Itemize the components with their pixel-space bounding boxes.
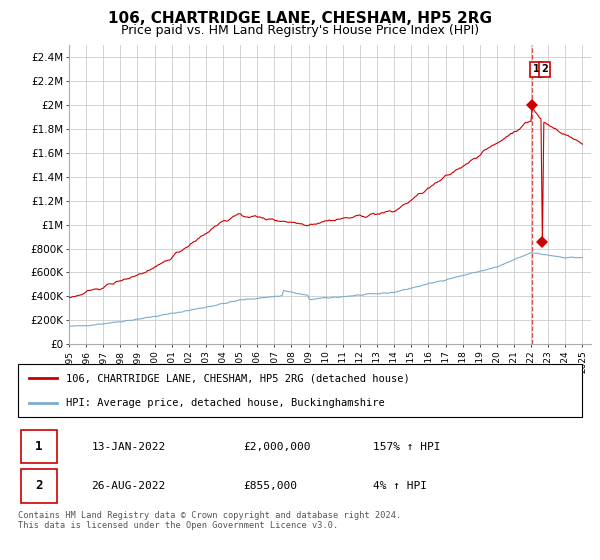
Text: £855,000: £855,000 xyxy=(244,481,298,491)
Text: 26-AUG-2022: 26-AUG-2022 xyxy=(91,481,166,491)
Text: 1: 1 xyxy=(533,64,539,74)
Bar xyxy=(21,469,58,503)
Bar xyxy=(21,430,58,464)
Text: 2: 2 xyxy=(35,479,43,492)
Text: HPI: Average price, detached house, Buckinghamshire: HPI: Average price, detached house, Buck… xyxy=(66,398,385,408)
Text: 106, CHARTRIDGE LANE, CHESHAM, HP5 2RG: 106, CHARTRIDGE LANE, CHESHAM, HP5 2RG xyxy=(108,11,492,26)
Text: 4% ↑ HPI: 4% ↑ HPI xyxy=(373,481,427,491)
Text: 106, CHARTRIDGE LANE, CHESHAM, HP5 2RG (detached house): 106, CHARTRIDGE LANE, CHESHAM, HP5 2RG (… xyxy=(66,374,410,384)
Text: Price paid vs. HM Land Registry's House Price Index (HPI): Price paid vs. HM Land Registry's House … xyxy=(121,24,479,37)
Text: £2,000,000: £2,000,000 xyxy=(244,442,311,451)
Text: 157% ↑ HPI: 157% ↑ HPI xyxy=(373,442,441,451)
Text: 2: 2 xyxy=(541,64,548,74)
Text: 13-JAN-2022: 13-JAN-2022 xyxy=(91,442,166,451)
Text: 1: 1 xyxy=(35,440,43,453)
Text: Contains HM Land Registry data © Crown copyright and database right 2024.
This d: Contains HM Land Registry data © Crown c… xyxy=(18,511,401,530)
